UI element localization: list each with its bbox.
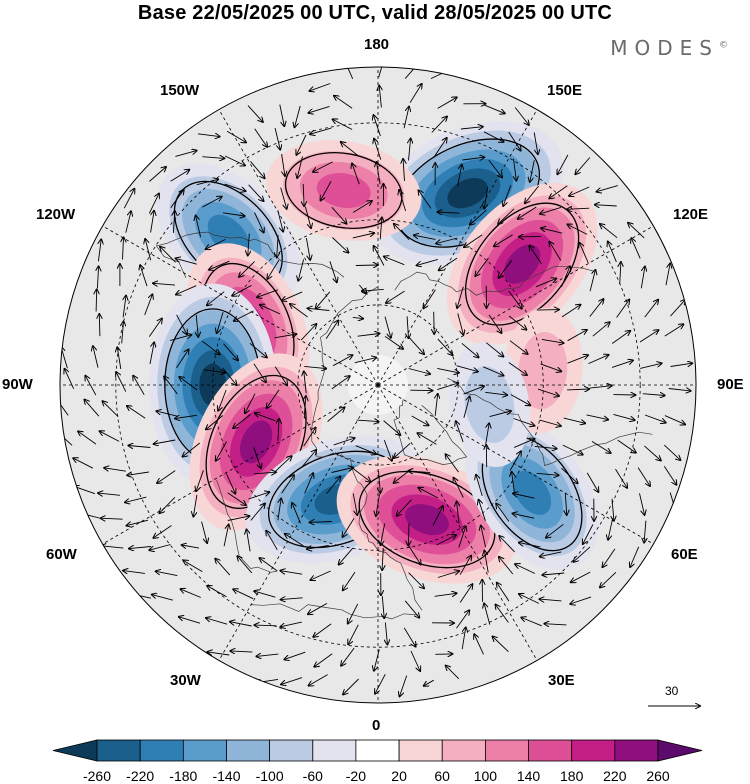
colorbar-tick-label: 140 [517, 768, 540, 784]
colorbar-tick-label: -140 [212, 768, 240, 784]
brand-logo: MODES© [610, 36, 728, 60]
colorbar-bin [140, 740, 183, 761]
map-title: Base 22/05/2025 00 UTC, valid 28/05/2025… [0, 2, 750, 25]
colorbar-tick-label: -180 [169, 768, 197, 784]
lon-label-30w: 30W [170, 672, 201, 689]
colorbar-bin [183, 740, 226, 761]
colorbar-bin [356, 740, 399, 761]
wind-vector [434, 312, 435, 334]
colorbar [53, 740, 702, 761]
lon-label-30e: 30E [548, 672, 575, 689]
lon-label-60e: 60E [671, 546, 698, 563]
colorbar-bin [442, 740, 485, 761]
colorbar-tick-label: 220 [603, 768, 626, 784]
lon-label-150e: 150E [547, 82, 582, 99]
colorbar-tick-label: -60 [303, 768, 323, 784]
wind-vector [99, 314, 100, 336]
wind-vector [356, 265, 378, 266]
colorbar-tick-label: 100 [474, 768, 497, 784]
colorbar-low-extend [53, 740, 97, 761]
colorbar-bin [270, 740, 313, 761]
colorbar-tick-label: -220 [126, 768, 154, 784]
colorbar-tick-label: 260 [646, 768, 669, 784]
lon-label-120e: 120E [673, 206, 708, 223]
colorbar-tick-label: -100 [256, 768, 284, 784]
colorbar-bin [227, 740, 270, 761]
colorbar-tick-label: 180 [560, 768, 583, 784]
lon-label-180: 180 [364, 36, 389, 53]
lon-label-90w: 90W [2, 376, 33, 393]
colorbar-bin [485, 740, 528, 761]
colorbar-high-extend [658, 740, 702, 761]
wind-vector [96, 290, 97, 312]
lon-label-0: 0 [372, 717, 380, 734]
colorbar-bin [399, 740, 442, 761]
colorbar-tick-label: -20 [346, 768, 366, 784]
colorbar-tick-label: 60 [434, 768, 450, 784]
lon-label-120w: 120W [36, 206, 75, 223]
colorbar-bin [529, 740, 572, 761]
colorbar-bin [313, 740, 356, 761]
lon-label-90e: 90E [717, 376, 744, 393]
reference-vector-label: 30 [665, 684, 678, 698]
brand-name: MODES [610, 36, 719, 60]
lon-label-150w: 150W [160, 82, 199, 99]
colorbar-tick-label: -260 [83, 768, 111, 784]
wind-vector [537, 310, 559, 311]
colorbar-bin [97, 740, 140, 761]
colorbar-bin [572, 740, 615, 761]
brand-mark: © [719, 40, 728, 50]
lon-label-60w: 60W [46, 546, 77, 563]
colorbar-tick-label: 20 [391, 768, 407, 784]
colorbar-bin [615, 740, 658, 761]
